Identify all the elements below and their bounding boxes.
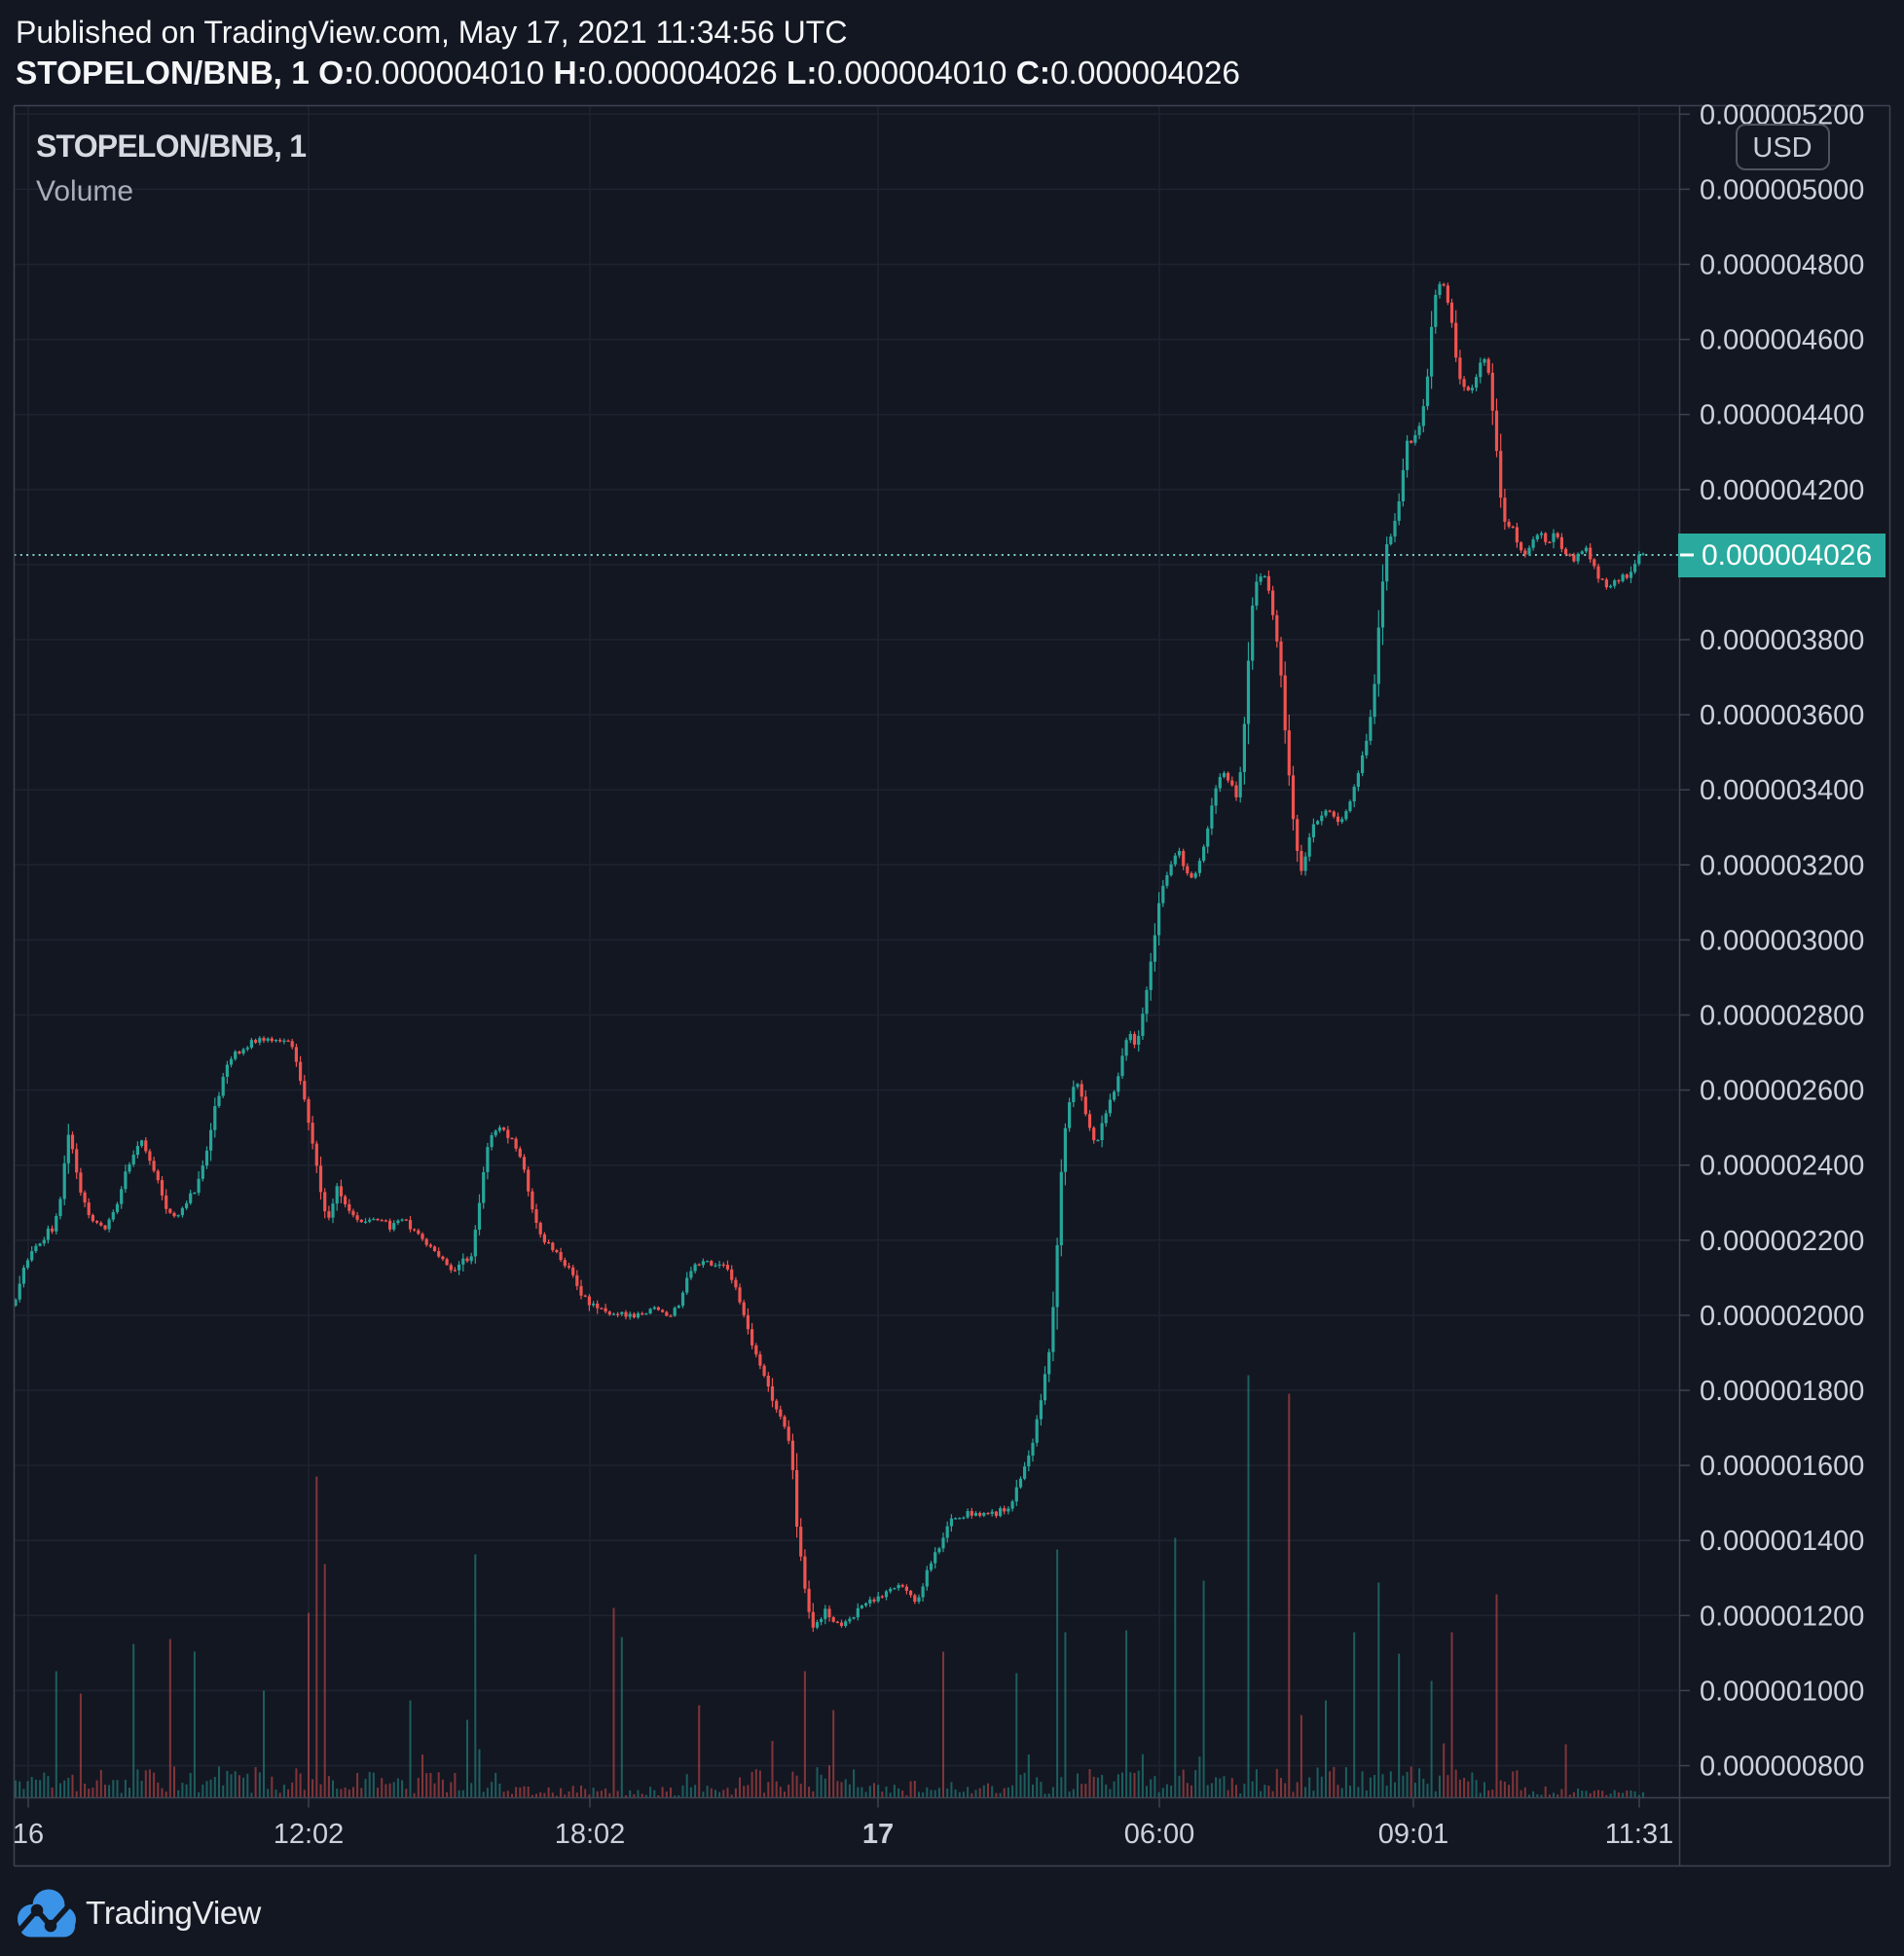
svg-text:Volume: Volume xyxy=(36,175,133,207)
svg-text:0.000004200: 0.000004200 xyxy=(1700,475,1864,506)
svg-text:12:02: 12:02 xyxy=(274,1819,345,1850)
svg-text:0.000003800: 0.000003800 xyxy=(1700,625,1864,656)
svg-text:STOPELON/BNB, 1: STOPELON/BNB, 1 xyxy=(36,129,306,164)
svg-text:0.000004400: 0.000004400 xyxy=(1700,400,1864,431)
svg-text:0.000002200: 0.000002200 xyxy=(1700,1226,1864,1257)
svg-text:USD: USD xyxy=(1752,132,1812,164)
svg-text:0.000003600: 0.000003600 xyxy=(1700,700,1864,731)
svg-text:09:01: 09:01 xyxy=(1378,1819,1449,1850)
svg-text:0.000002600: 0.000002600 xyxy=(1700,1076,1864,1107)
svg-text:0.000004600: 0.000004600 xyxy=(1700,325,1864,356)
svg-text:0.000003000: 0.000003000 xyxy=(1700,925,1864,956)
svg-text:0.000001200: 0.000001200 xyxy=(1700,1601,1864,1632)
svg-text:18:02: 18:02 xyxy=(555,1819,626,1850)
svg-text:0.000000800: 0.000000800 xyxy=(1700,1752,1864,1783)
svg-text:0.000001600: 0.000001600 xyxy=(1700,1451,1864,1482)
svg-text:0.000001400: 0.000001400 xyxy=(1700,1526,1864,1557)
svg-text:0.000001800: 0.000001800 xyxy=(1700,1376,1864,1407)
svg-text:0.000003200: 0.000003200 xyxy=(1700,850,1864,881)
svg-text:TradingView: TradingView xyxy=(86,1896,262,1932)
svg-text:0.000002400: 0.000002400 xyxy=(1700,1151,1864,1182)
svg-text:06:00: 06:00 xyxy=(1124,1819,1195,1850)
svg-text:0.000005000: 0.000005000 xyxy=(1700,174,1864,205)
svg-text:16: 16 xyxy=(13,1819,44,1850)
svg-text:0.000003400: 0.000003400 xyxy=(1700,775,1864,806)
svg-text:0.000004800: 0.000004800 xyxy=(1700,250,1864,281)
svg-text:STOPELON/BNB, 1 O:0.000004010: STOPELON/BNB, 1 O:0.000004010 H:0.000004… xyxy=(16,55,1240,92)
svg-text:17: 17 xyxy=(862,1819,894,1850)
svg-text:0.000001000: 0.000001000 xyxy=(1700,1676,1864,1707)
svg-text:0.000005200: 0.000005200 xyxy=(1700,99,1864,130)
svg-text:Published on TradingView.com,: Published on TradingView.com, May 17, 20… xyxy=(16,15,847,50)
svg-text:11:31: 11:31 xyxy=(1605,1819,1673,1850)
svg-text:0.000002800: 0.000002800 xyxy=(1700,1001,1864,1032)
svg-text:0.000002000: 0.000002000 xyxy=(1700,1301,1864,1332)
svg-text:0.000004026: 0.000004026 xyxy=(1702,539,1872,572)
